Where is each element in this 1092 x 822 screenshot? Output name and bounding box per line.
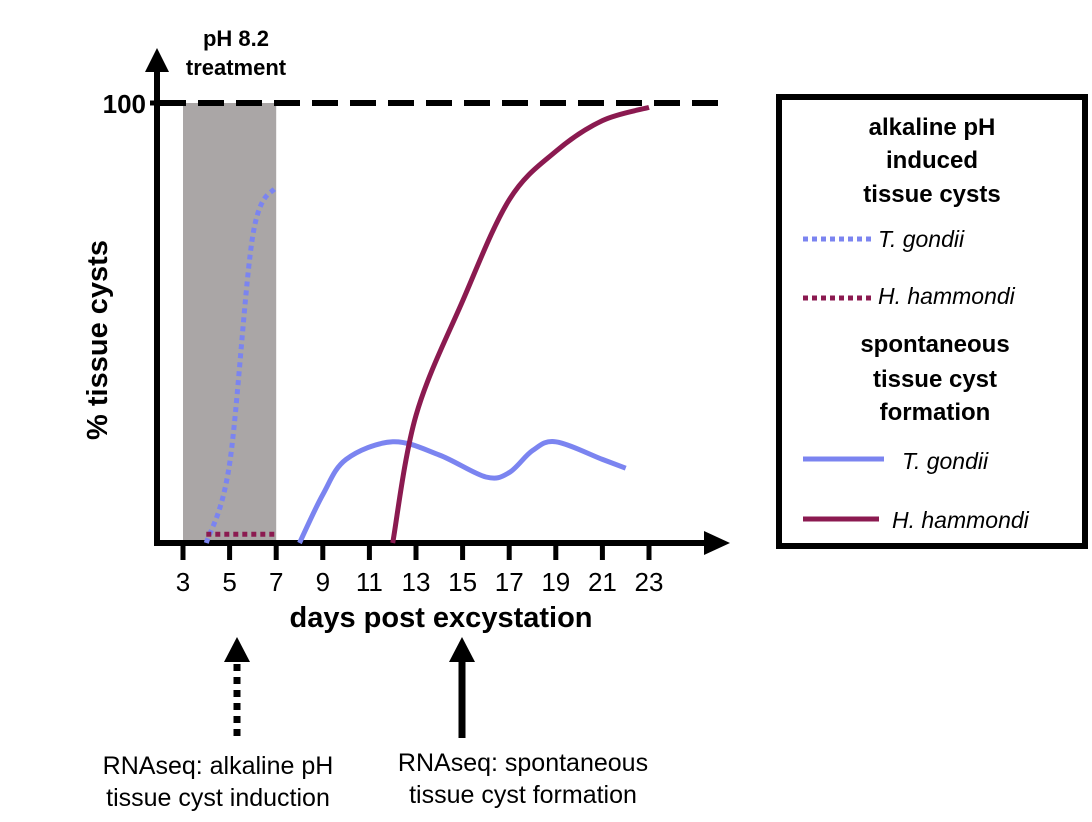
legend-title-spontaneous-line2: tissue cyst (873, 366, 997, 393)
legend-label-tgondii-dotted: T. gondii (878, 226, 965, 252)
legend-title-alkaline-line1: alkaline pH (869, 114, 996, 141)
x-tick-label-21: 21 (588, 567, 617, 597)
x-tick-label-19: 19 (541, 567, 570, 597)
y-axis-arrow (145, 48, 169, 72)
x-tick-label-11: 11 (356, 567, 383, 597)
x-tick-label-5: 5 (222, 567, 236, 597)
treatment-band (183, 103, 277, 540)
x-tick-label-9: 9 (316, 567, 330, 597)
x-tick-label-23: 23 (635, 567, 664, 597)
x-tick-label-3: 3 (176, 567, 190, 597)
x-axis-arrow (704, 531, 730, 555)
annotation-arrow-spontaneous-head (449, 637, 475, 662)
annotation-arrow-alkaline-head (224, 637, 250, 662)
series-spontaneous-h-hammondi (390, 104, 650, 544)
legend-title-spontaneous-line3: formation (880, 399, 991, 426)
annotation-alkaline-line1: RNAseq: alkaline pH (103, 752, 334, 780)
x-tick-label-15: 15 (448, 567, 477, 597)
annotation-alkaline-line2: tissue cyst induction (106, 784, 330, 812)
annotation-spontaneous-line2: tissue cyst formation (409, 781, 637, 809)
legend-title-alkaline-line2: induced (886, 147, 978, 174)
legend-title-spontaneous-line1: spontaneous (860, 331, 1009, 358)
y-axis-label: % tissue cysts (82, 240, 114, 440)
legend-box (776, 94, 1088, 549)
y-tick-label-100: 100 (103, 89, 146, 119)
legend-label-hhammondi-dotted: H. hammondi (878, 283, 1016, 309)
annotation-spontaneous-line1: RNAseq: spontaneous (398, 749, 648, 777)
x-tick-label-13: 13 (402, 567, 431, 597)
x-axis-label: days post excystation (290, 602, 593, 634)
legend-label-hhammondi-solid: H. hammondi (892, 507, 1030, 533)
series-alkaline-t-gondii (203, 185, 279, 544)
x-ticks: 3 5 7 9 11 13 15 17 19 21 23 (176, 543, 664, 597)
series-group (203, 104, 650, 545)
series-spontaneous-t-gondii (297, 439, 627, 545)
x-tick-label-17: 17 (495, 567, 524, 597)
x-tick-label-7: 7 (269, 567, 283, 597)
treatment-label-line2: treatment (186, 55, 287, 80)
legend-label-tgondii-solid: T. gondii (902, 448, 989, 474)
treatment-label-line1: pH 8.2 (203, 26, 269, 51)
legend-title-alkaline-line3: tissue cysts (863, 181, 1000, 208)
